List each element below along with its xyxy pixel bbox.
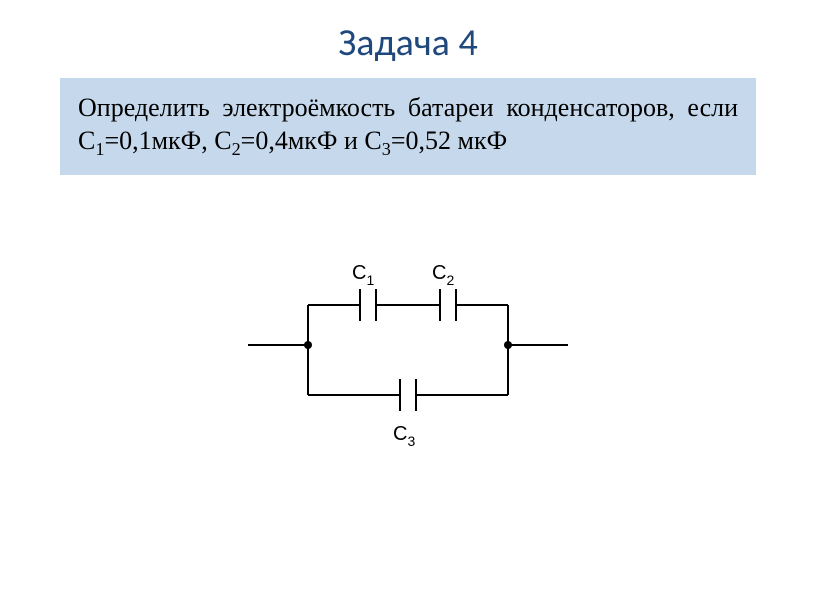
c1-value: =0,1мкФ, С: [104, 126, 231, 155]
page-title: Задача 4: [60, 20, 756, 66]
circuit-diagram: С1 С2 С3: [238, 245, 578, 465]
c2-label: С2: [432, 262, 454, 288]
problem-line1: Определить электроёмкость батареи: [78, 93, 494, 122]
c3-value: =0,52 мкФ: [391, 126, 507, 155]
problem-line3-pre: и С: [344, 126, 382, 155]
c3-subscript: 3: [382, 139, 391, 159]
problem-statement: Определить электроёмкость батареи конден…: [60, 78, 756, 175]
c3-label: С3: [393, 423, 415, 449]
c2-subscript: 2: [232, 139, 241, 159]
circuit-diagram-container: С1 С2 С3: [60, 245, 756, 465]
c2-value: =0,4мкФ: [241, 126, 338, 155]
c1-label: С1: [352, 262, 374, 288]
